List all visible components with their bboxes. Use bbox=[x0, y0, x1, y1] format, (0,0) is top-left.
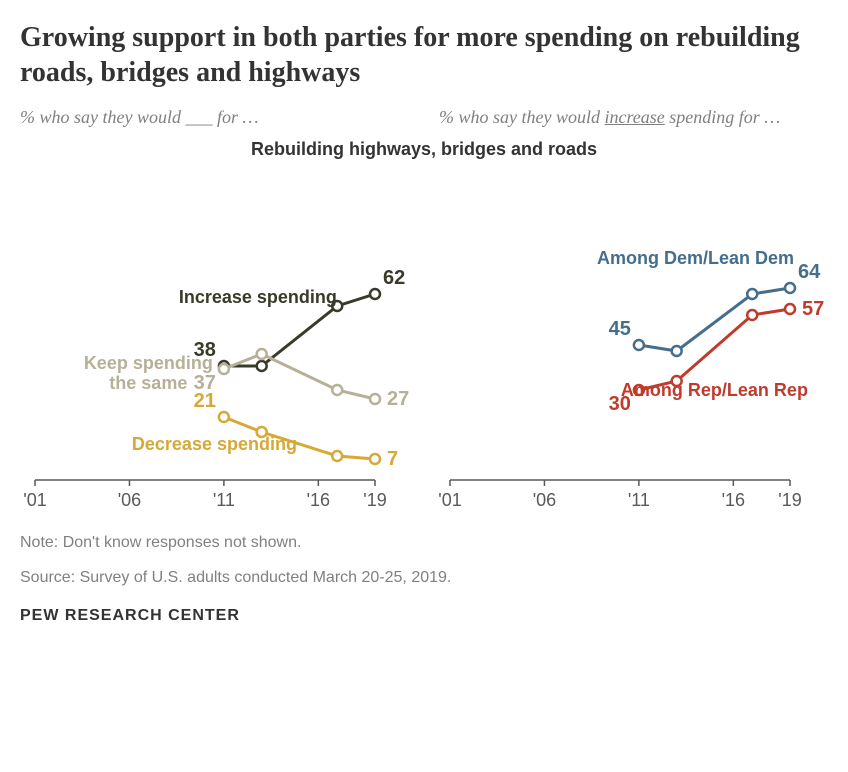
x-tick-label: '19 bbox=[778, 490, 801, 510]
series-label: Decrease spending bbox=[132, 434, 297, 454]
subtitle-right-suffix: spending for … bbox=[665, 107, 781, 127]
series-marker bbox=[785, 283, 795, 293]
x-tick-label: '06 bbox=[118, 490, 141, 510]
value-label: 57 bbox=[802, 298, 824, 320]
series-line bbox=[224, 354, 375, 399]
series-marker bbox=[219, 364, 229, 374]
charts-row: '01'06'11'16'193862Increase spending3727… bbox=[20, 170, 828, 520]
value-label: 45 bbox=[609, 318, 631, 340]
chart-title: Growing support in both parties for more… bbox=[20, 20, 828, 90]
series-marker bbox=[634, 340, 644, 350]
series-marker bbox=[257, 349, 267, 359]
note-line2: Source: Survey of U.S. adults conducted … bbox=[20, 567, 828, 589]
subtitle-right-underlined: increase bbox=[604, 107, 664, 127]
subtitle-left: % who say they would ___ for … bbox=[20, 106, 409, 129]
footer-brand: PEW RESEARCH CENTER bbox=[20, 607, 828, 625]
x-tick-label: '01 bbox=[438, 490, 461, 510]
series-label: Among Rep/Lean Rep bbox=[621, 380, 808, 400]
left-chart: '01'06'11'16'193862Increase spending3727… bbox=[20, 170, 415, 520]
subtitle-right-prefix: % who say they would bbox=[439, 107, 604, 127]
left-chart-wrap: '01'06'11'16'193862Increase spending3727… bbox=[20, 170, 415, 520]
value-label: 64 bbox=[798, 261, 821, 283]
x-tick-label: '16 bbox=[722, 490, 745, 510]
x-tick-label: '06 bbox=[533, 490, 556, 510]
subtitle-left-prefix: % who say they would bbox=[20, 107, 185, 127]
value-label: 62 bbox=[383, 267, 405, 289]
series-marker bbox=[785, 304, 795, 314]
value-label: 21 bbox=[194, 390, 216, 412]
series-marker bbox=[219, 412, 229, 422]
series-marker bbox=[257, 361, 267, 371]
series-marker bbox=[747, 310, 757, 320]
subtitle-left-suffix: for … bbox=[212, 107, 258, 127]
right-chart: '01'06'11'16'194564Among Dem/Lean Dem305… bbox=[435, 170, 830, 520]
series-label: Keep spending bbox=[84, 353, 213, 373]
x-tick-label: '11 bbox=[213, 490, 235, 510]
section-title: Rebuilding highways, bridges and roads bbox=[20, 139, 828, 160]
series-marker bbox=[747, 289, 757, 299]
series-line bbox=[639, 288, 790, 351]
value-label: 7 bbox=[387, 448, 398, 470]
subtitles-row: % who say they would ___ for … % who say… bbox=[20, 106, 828, 129]
x-tick-label: '19 bbox=[363, 490, 386, 510]
subtitle-left-blank: ___ bbox=[185, 107, 212, 127]
series-marker bbox=[332, 385, 342, 395]
right-chart-wrap: '01'06'11'16'194564Among Dem/Lean Dem305… bbox=[435, 170, 830, 520]
series-marker bbox=[370, 289, 380, 299]
series-label: the same bbox=[109, 373, 187, 393]
value-label: 27 bbox=[387, 388, 409, 410]
series-marker bbox=[370, 454, 380, 464]
series-marker bbox=[370, 394, 380, 404]
series-label: Among Dem/Lean Dem bbox=[597, 248, 794, 268]
subtitle-right: % who say they would increase spending f… bbox=[439, 106, 828, 129]
x-tick-label: '11 bbox=[628, 490, 650, 510]
series-marker bbox=[672, 346, 682, 356]
series-label: Increase spending bbox=[179, 287, 337, 307]
x-tick-label: '16 bbox=[307, 490, 330, 510]
series-marker bbox=[332, 451, 342, 461]
note-line1: Note: Don't know responses not shown. bbox=[20, 532, 828, 554]
x-tick-label: '01 bbox=[23, 490, 46, 510]
